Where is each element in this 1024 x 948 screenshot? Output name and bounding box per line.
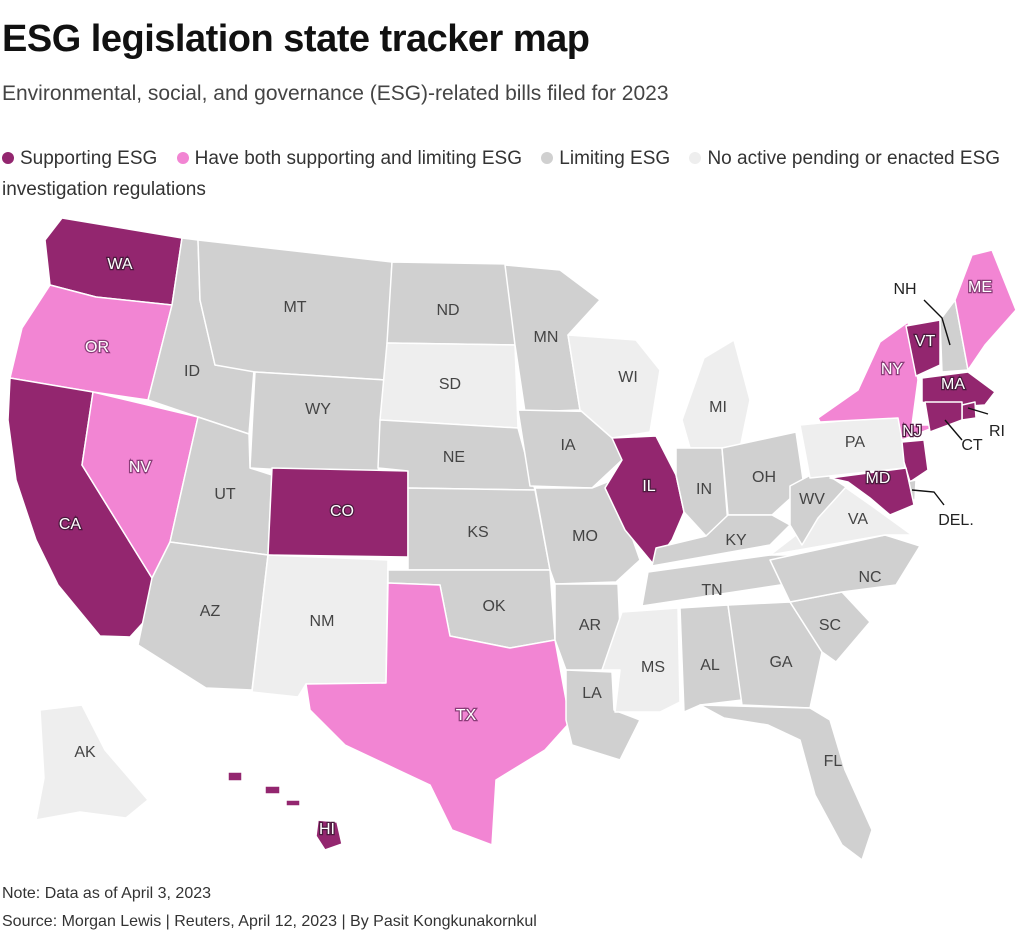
callout-label-ri: RI — [989, 423, 1005, 440]
leader-line-ri — [967, 407, 989, 415]
source-line: Source: Morgan Lewis | Reuters, April 12… — [2, 913, 537, 930]
state-ky — [651, 514, 791, 567]
legend-label-none: No active pending or enacted ESG investi… — [2, 148, 1001, 200]
callout-label-ct: CT — [961, 437, 983, 454]
state-ny — [817, 321, 941, 441]
state-label-ut: UT — [214, 486, 236, 503]
state-vt — [905, 319, 941, 377]
state-label-me: ME — [968, 279, 992, 296]
state-label-tx: TX — [456, 707, 477, 724]
state-label-al: AL — [700, 657, 720, 674]
state-label-wy: WY — [305, 401, 331, 418]
legend: Supporting ESG Have both supporting and … — [2, 143, 1012, 205]
state-ma — [921, 371, 996, 409]
state-hi-island-1 — [227, 771, 243, 782]
leader-line-nh — [923, 299, 951, 346]
state-hi-island-4 — [315, 819, 343, 851]
callout-label-nh: NH — [893, 281, 916, 298]
state-ga — [727, 601, 823, 709]
footnote: Note: Data as of April 3, 2023 — [2, 885, 212, 902]
state-me — [954, 249, 1017, 371]
state-label-ia: IA — [560, 437, 575, 454]
leader-line-de — [911, 489, 945, 506]
state-label-sd: SD — [439, 376, 461, 393]
legend-label-limiting: Limiting ESG — [559, 148, 671, 169]
state-label-fl: FL — [824, 753, 843, 770]
state-label-ne: NE — [443, 449, 465, 466]
state-fl — [699, 704, 873, 861]
state-oh — [721, 431, 805, 516]
state-label-ga: GA — [769, 654, 792, 671]
state-ct — [924, 401, 963, 433]
state-hi-island-3 — [285, 799, 301, 807]
leader-line-ct — [944, 419, 963, 441]
legend-swatch-both — [176, 152, 189, 164]
legend-item-none: No active pending or enacted ESG investi… — [2, 148, 1000, 200]
state-label-ar: AR — [579, 617, 601, 634]
legend-swatch-limiting — [541, 152, 554, 164]
state-label-nv: NV — [129, 459, 152, 476]
state-label-md: MD — [866, 470, 891, 487]
state-al — [679, 604, 743, 713]
legend-item-supporting: Supporting ESG — [2, 148, 157, 169]
state-label-la: LA — [582, 685, 602, 702]
state-ri — [961, 401, 977, 421]
state-label-wa: WA — [107, 256, 133, 273]
state-label-ok: OK — [482, 598, 505, 615]
legend-swatch-none — [689, 152, 702, 164]
state-label-mi: MI — [709, 399, 727, 416]
state-label-tn: TN — [701, 582, 722, 599]
state-label-pa: PA — [845, 434, 865, 451]
state-label-nm: NM — [310, 613, 335, 630]
state-wi — [567, 334, 661, 439]
state-label-sc: SC — [819, 617, 841, 634]
state-label-mt: MT — [283, 299, 306, 316]
state-label-nc: NC — [858, 569, 881, 586]
state-label-mn: MN — [534, 329, 559, 346]
state-md — [829, 467, 915, 516]
state-label-va: VA — [848, 511, 868, 528]
state-label-oh: OH — [752, 469, 776, 486]
legend-swatch-supporting — [2, 152, 14, 164]
state-label-ms: MS — [641, 659, 665, 676]
state-label-ma: MA — [941, 376, 965, 393]
state-label-il: IL — [642, 478, 655, 495]
legend-item-limiting: Limiting ESG — [541, 148, 670, 169]
legend-label-supporting: Supporting ESG — [20, 148, 158, 169]
state-label-ny: NY — [881, 361, 904, 378]
state-label-hi: HI — [319, 821, 335, 838]
state-wy — [249, 371, 387, 476]
state-label-nd: ND — [436, 302, 459, 319]
state-nj — [901, 439, 929, 483]
state-la — [565, 669, 641, 761]
state-label-mo: MO — [572, 528, 598, 545]
state-label-ks: KS — [467, 524, 488, 541]
state-label-nj: NJ — [902, 423, 922, 440]
legend-label-both: Have both supporting and limiting ESG — [194, 148, 523, 169]
map-subtitle: Environmental, social, and governance (E… — [2, 82, 669, 105]
state-label-co: CO — [330, 503, 354, 520]
state-label-wv: WV — [799, 491, 825, 508]
state-tx — [305, 582, 573, 846]
state-label-ak: AK — [74, 744, 96, 761]
state-or — [9, 284, 173, 401]
state-label-vt: VT — [915, 333, 936, 350]
state-ms — [601, 607, 681, 713]
state-label-in: IN — [696, 481, 712, 498]
legend-item-both: Have both supporting and limiting ESG — [176, 148, 523, 169]
state-label-az: AZ — [200, 603, 221, 620]
state-label-ca: CA — [59, 516, 82, 533]
map-title: ESG legislation state tracker map — [2, 18, 590, 60]
state-label-id: ID — [184, 363, 200, 380]
callout-label-de: DEL. — [938, 512, 974, 529]
state-label-wi: WI — [618, 369, 638, 386]
state-mi — [681, 339, 751, 449]
state-hi-island-2 — [264, 785, 281, 795]
state-label-or: OR — [85, 339, 109, 356]
us-states-map: WA OR CA NV ID MT WY UT AZ CO NM ND SD NE KS OK TX MN IA MO… — [7, 217, 1017, 861]
state-label-ky: KY — [725, 532, 747, 549]
state-ak — [35, 704, 149, 821]
